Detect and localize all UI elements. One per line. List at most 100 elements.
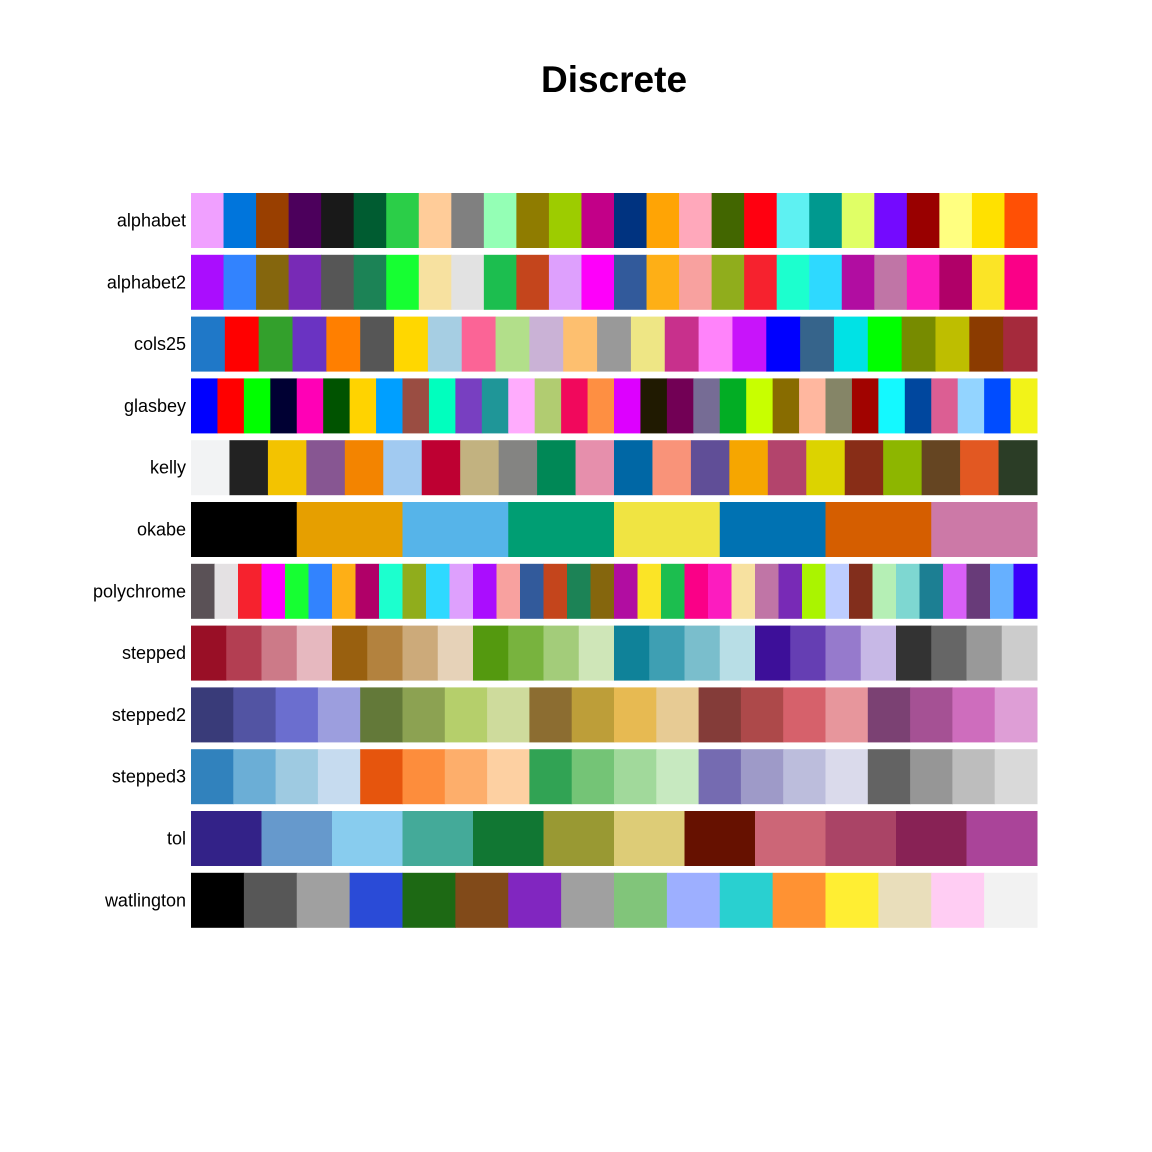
swatch-glasbey-5 [296,378,324,434]
swatch-tol-11 [896,811,967,866]
swatch-cols25-16 [698,316,733,372]
swatch-glasbey-25 [825,378,853,434]
swatch-cols25-6 [360,316,395,372]
swatch-kelly-11 [575,440,615,496]
palette-row-alphabet: alphabet [117,193,1038,248]
palette-row-alphabet2: alphabet2 [107,254,1038,310]
swatch-polychrome-22 [684,563,709,619]
swatch-polychrome-11 [426,563,450,619]
row-label-glasbey: glasbey [124,396,186,416]
swatch-glasbey-13 [508,378,536,434]
palette-row-stepped2: stepped2 [112,687,1038,743]
swatch-stepped2-12 [656,687,700,743]
palette-row-okabe: okabe [137,502,1038,557]
swatch-alphabet2-4 [288,254,322,310]
swatch-tol-9 [755,811,826,866]
swatch-stepped3-20 [994,749,1038,805]
swatch-cols25-15 [664,316,700,372]
chart-title: Discrete [540,59,688,100]
row-label-stepped: stepped [122,643,186,663]
palette-row-watlington: watlington [104,872,1038,928]
swatch-okabe-6 [719,502,826,557]
swatch-glasbey-14 [534,378,562,434]
swatch-polychrome-33 [943,563,967,619]
swatch-alphabet2-17 [711,254,745,310]
swatch-glasbey-18 [640,378,668,434]
swatch-alphabet-10 [483,193,517,248]
row-label-kelly: kelly [150,458,186,478]
swatch-watlington-12 [772,872,827,928]
swatch-glasbey-4 [270,378,298,434]
swatch-polychrome-31 [896,563,920,619]
swatch-watlington-8 [561,872,615,928]
swatch-stepped-2 [226,625,262,681]
swatch-polychrome-17 [567,563,591,619]
swatch-kelly-19 [883,440,923,496]
palette-row-stepped3: stepped3 [112,749,1038,805]
swatch-stepped2-18 [910,687,953,743]
swatch-alphabet2-7 [386,254,420,310]
swatch-alphabet2-13 [581,254,615,310]
swatch-alphabet-13 [581,193,615,248]
swatch-cols25-19 [800,316,835,372]
swatch-okabe-5 [614,502,721,557]
swatch-alphabet-2 [223,193,257,248]
swatch-kelly-8 [460,440,500,496]
swatch-polychrome-1 [191,563,215,619]
swatch-stepped3-13 [698,749,742,805]
swatch-polychrome-26 [778,563,803,619]
swatch-kelly-10 [537,440,577,496]
swatch-stepped-1 [191,625,227,681]
swatch-stepped2-4 [317,687,361,743]
swatch-polychrome-25 [755,563,779,619]
swatch-tol-4 [402,811,474,866]
swatch-stepped3-1 [191,749,234,805]
swatch-kelly-9 [498,440,538,496]
swatch-stepped-17 [755,625,791,681]
swatch-glasbey-23 [772,378,800,434]
palette-row-stepped: stepped [122,625,1038,681]
swatch-polychrome-18 [590,563,615,619]
swatch-polychrome-30 [872,563,897,619]
palette-row-kelly: kelly [150,440,1038,496]
swatch-tol-7 [614,811,685,866]
swatch-watlington-10 [666,872,721,928]
swatch-cols25-7 [394,316,429,372]
swatch-glasbey-28 [904,378,932,434]
swatch-alphabet-7 [386,193,420,248]
swatch-polychrome-29 [849,563,873,619]
swatch-glasbey-10 [428,378,456,434]
swatch-glasbey-22 [746,378,774,434]
swatch-cols25-25 [1003,316,1038,372]
swatch-watlington-7 [508,872,562,928]
swatch-cols25-12 [563,316,598,372]
swatch-kelly-16 [767,440,807,496]
swatch-alphabet2-15 [646,254,680,310]
swatch-stepped3-9 [529,749,573,805]
swatch-polychrome-20 [637,563,662,619]
swatch-alphabet-17 [711,193,745,248]
swatch-alphabet2-14 [614,254,648,310]
swatch-okabe-1 [191,502,298,557]
swatch-stepped3-12 [656,749,700,805]
swatch-cols25-3 [258,316,294,372]
row-label-okabe: okabe [137,520,186,540]
swatch-alphabet2-12 [548,254,582,310]
swatch-stepped-20 [860,625,897,681]
swatch-stepped2-15 [783,687,826,743]
swatch-tol-6 [543,811,615,866]
swatch-stepped-4 [296,625,333,681]
swatch-glasbey-12 [481,378,509,434]
swatch-stepped-24 [1001,625,1038,681]
swatch-alphabet-15 [646,193,680,248]
swatch-stepped3-5 [360,749,403,805]
swatch-stepped-9 [473,625,509,681]
swatch-tol-10 [825,811,897,866]
swatch-alphabet2-20 [809,254,843,310]
swatch-stepped2-10 [571,687,615,743]
swatch-cols25-9 [461,316,497,372]
swatch-stepped2-3 [275,687,319,743]
swatch-kelly-7 [421,440,461,496]
swatch-kelly-5 [344,440,384,496]
